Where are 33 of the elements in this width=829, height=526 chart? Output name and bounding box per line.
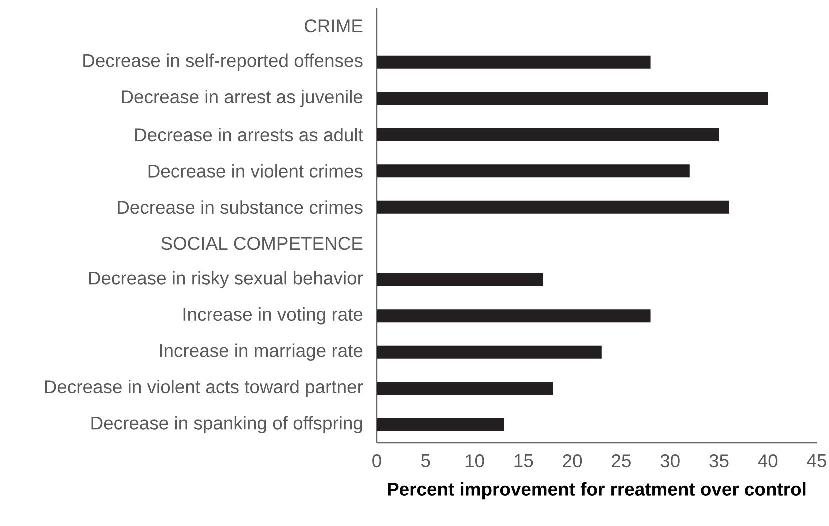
y-tick-label: Decrease in self-reported offenses <box>84 54 363 71</box>
x-tick-label: 35 <box>710 454 729 468</box>
x-tick-label: 10 <box>466 454 484 468</box>
bar <box>377 346 602 359</box>
x-tick-label: 5 <box>422 454 430 468</box>
y-tick-label: Decrease in violent crimes <box>148 164 363 178</box>
x-tick-label: 15 <box>514 454 534 468</box>
bar <box>377 382 553 396</box>
x-tick-label: 25 <box>612 454 631 468</box>
bar <box>377 164 690 178</box>
y-tick-label: Increase in marriage rate <box>160 344 363 361</box>
y-tick-label: Decrease in arrest as juvenile <box>122 90 363 108</box>
x-tick-label: 40 <box>758 454 778 468</box>
x-axis-title: Percent improvement for rreatment over control <box>388 482 806 500</box>
y-tick-label: Decrease in violent acts toward partner <box>45 380 364 398</box>
y-tick-label: SOCIAL COMPETENCE <box>162 237 363 250</box>
x-tick-label: 30 <box>660 454 680 468</box>
y-tick-label: Decrease in arrests as adult <box>136 128 364 142</box>
y-tick-label: CRIME <box>305 20 363 33</box>
y-tick-label: Increase in voting rate <box>184 308 363 325</box>
x-tick-label: 0 <box>372 454 382 468</box>
bar <box>377 92 768 106</box>
bar <box>377 418 504 432</box>
bar <box>377 56 651 69</box>
y-tick-label: Decrease in substance crimes <box>118 200 363 214</box>
y-tick-label: Decrease in spanking of offspring <box>92 416 362 434</box>
y-tick-label: Decrease in risky sexual behavior <box>89 271 364 288</box>
bar <box>377 128 720 142</box>
x-tick-label: 45 <box>807 454 826 468</box>
bar <box>377 273 544 286</box>
bar <box>377 310 651 323</box>
bar <box>377 200 729 214</box>
x-tick-label: 20 <box>563 454 582 468</box>
